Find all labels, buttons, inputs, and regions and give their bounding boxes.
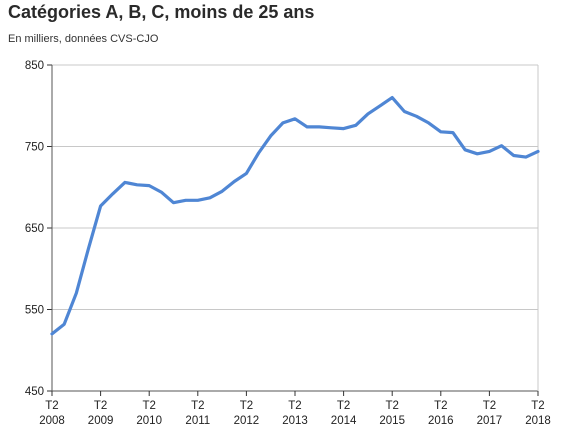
x-tick-label-quarter: T2: [483, 400, 496, 412]
series-line: [52, 98, 538, 334]
x-tick-label-quarter: T2: [45, 400, 58, 412]
y-tick-label: 850: [25, 60, 44, 72]
x-tick-label-quarter: T2: [531, 400, 544, 412]
x-tick-label-quarter: T2: [191, 400, 204, 412]
x-tick-label-year: 2018: [525, 415, 551, 427]
x-tick-label-quarter: T2: [94, 400, 107, 412]
x-tick-label-year: 2012: [234, 415, 260, 427]
x-tick-label-year: 2008: [39, 415, 65, 427]
y-tick-label: 750: [25, 142, 44, 154]
x-tick-label-quarter: T2: [288, 400, 301, 412]
y-tick-label: 650: [25, 223, 44, 235]
x-tick-label-year: 2010: [136, 415, 162, 427]
x-tick-label-year: 2015: [379, 415, 405, 427]
x-tick-label-year: 2017: [477, 415, 503, 427]
x-tick-label-year: 2009: [88, 415, 114, 427]
x-tick-label-quarter: T2: [240, 400, 253, 412]
x-tick-label-quarter: T2: [337, 400, 350, 412]
x-tick-label-year: 2014: [331, 415, 357, 427]
y-tick-label: 450: [25, 386, 44, 398]
x-tick-label-year: 2013: [282, 415, 308, 427]
x-tick-label-quarter: T2: [142, 400, 155, 412]
x-tick-label-year: 2011: [185, 415, 210, 427]
y-tick-label: 550: [25, 305, 44, 317]
x-tick-label-quarter: T2: [434, 400, 447, 412]
x-tick-label-quarter: T2: [385, 400, 398, 412]
x-tick-label-year: 2016: [428, 415, 454, 427]
